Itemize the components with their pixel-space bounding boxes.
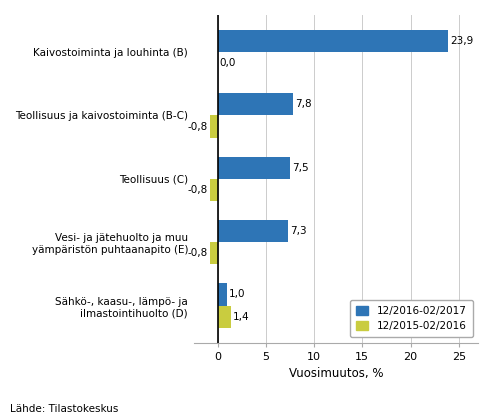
Text: 23,9: 23,9 — [450, 36, 473, 46]
Text: -0,8: -0,8 — [188, 248, 208, 258]
Text: 7,8: 7,8 — [295, 99, 312, 109]
Bar — [218, 93, 293, 115]
Bar — [210, 242, 218, 264]
Bar — [218, 305, 231, 328]
Bar — [210, 115, 218, 138]
Bar — [218, 283, 227, 305]
Text: Lähde: Tilastokeskus: Lähde: Tilastokeskus — [10, 404, 118, 414]
Bar — [218, 220, 288, 242]
Legend: 12/2016-02/2017, 12/2015-02/2016: 12/2016-02/2017, 12/2015-02/2016 — [350, 300, 473, 337]
Bar — [210, 179, 218, 201]
X-axis label: Vuosimuutos, %: Vuosimuutos, % — [288, 367, 383, 380]
Text: -0,8: -0,8 — [188, 121, 208, 131]
Bar — [218, 157, 290, 179]
Text: 7,5: 7,5 — [292, 163, 309, 173]
Text: 7,3: 7,3 — [290, 226, 307, 236]
Bar — [218, 30, 448, 52]
Text: 0,0: 0,0 — [219, 58, 236, 68]
Text: 1,0: 1,0 — [229, 290, 246, 300]
Text: -0,8: -0,8 — [188, 185, 208, 195]
Text: 1,4: 1,4 — [233, 312, 250, 322]
